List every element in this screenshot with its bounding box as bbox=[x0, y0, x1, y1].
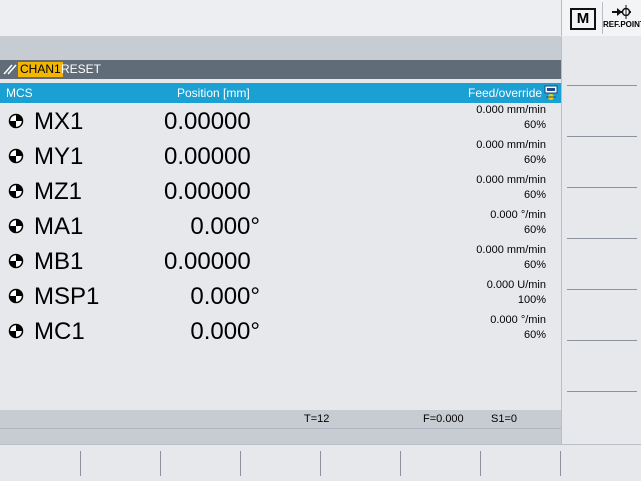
softkey-separator bbox=[240, 451, 241, 476]
axis-position: 0.00000 bbox=[164, 178, 251, 205]
header-strip bbox=[0, 0, 561, 37]
vertical-softkey-7[interactable] bbox=[567, 391, 637, 392]
feed-override-icon bbox=[544, 85, 558, 100]
ref-point-icon bbox=[612, 5, 631, 19]
feed-value: 0.000 mm/min bbox=[476, 104, 546, 116]
axis-row[interactable]: MC1 0.000° 0.000 °/min 60% bbox=[0, 313, 561, 348]
axis-name: MSP1 bbox=[34, 283, 100, 310]
header-icon-area: M REF.POINT bbox=[561, 0, 641, 36]
override-value: 100% bbox=[517, 294, 546, 306]
feed-value: 0.000 °/min bbox=[490, 209, 546, 221]
axis-row[interactable]: MX1 0.00000 0.000 mm/min 60% bbox=[0, 103, 561, 138]
override-value: 60% bbox=[523, 224, 546, 236]
axis-name: MZ1 bbox=[34, 178, 82, 205]
axis-feed: 0.000 °/min 60% bbox=[490, 208, 546, 238]
axis-name: MB1 bbox=[34, 248, 84, 275]
axis-ref-icon bbox=[8, 253, 24, 269]
channel-status: RESET bbox=[61, 62, 102, 76]
machine-m-icon: M bbox=[570, 8, 596, 30]
axis-row[interactable]: MSP1 0.000° 0.000 U/min 100% bbox=[0, 278, 561, 313]
axis-feed: 0.000 °/min 60% bbox=[490, 313, 546, 343]
axis-feed: 0.000 mm/min 60% bbox=[476, 103, 546, 133]
axis-feed: 0.000 mm/min 60% bbox=[476, 173, 546, 203]
vertical-softkey-6[interactable] bbox=[567, 340, 637, 341]
override-value: 60% bbox=[523, 119, 546, 131]
horizontal-softkeys bbox=[0, 444, 641, 481]
status-bar-lower bbox=[0, 428, 561, 445]
tool-status: T=12 bbox=[304, 413, 330, 425]
ref-point-label: REF.POINT bbox=[603, 20, 641, 29]
status-bar: T=12 F=0.000 S1=0 bbox=[0, 410, 561, 428]
vertical-softkeys bbox=[561, 37, 641, 444]
mode-bar bbox=[0, 36, 561, 60]
axis-ref-icon bbox=[8, 148, 24, 164]
axis-row[interactable]: MZ1 0.00000 0.000 mm/min 60% bbox=[0, 173, 561, 208]
vertical-softkey-3[interactable] bbox=[567, 187, 637, 188]
axis-row[interactable]: MA1 0.000° 0.000 °/min 60% bbox=[0, 208, 561, 243]
feed-value: 0.000 mm/min bbox=[476, 139, 546, 151]
softkey-separator bbox=[480, 451, 481, 476]
axis-position: 0.00000 bbox=[164, 143, 251, 170]
spindle-status: S1=0 bbox=[491, 413, 517, 425]
vertical-softkey-5[interactable] bbox=[567, 289, 637, 290]
axis-ref-icon bbox=[8, 183, 24, 199]
axis-position: 0.00000 bbox=[164, 108, 251, 135]
feed-value: 0.000 mm/min bbox=[476, 244, 546, 256]
axis-position: 0.000° bbox=[190, 283, 260, 310]
softkey-separator bbox=[400, 451, 401, 476]
axis-row[interactable]: MB1 0.00000 0.000 mm/min 60% bbox=[0, 243, 561, 278]
machine-mode-button[interactable]: M bbox=[564, 2, 602, 34]
softkey-separator bbox=[320, 451, 321, 476]
feed-value: 0.000 mm/min bbox=[476, 174, 546, 186]
softkey-separator bbox=[80, 451, 81, 476]
axis-name: MX1 bbox=[34, 108, 84, 135]
feed-value: 0.000 °/min bbox=[490, 314, 546, 326]
softkey-separator bbox=[160, 451, 161, 476]
override-value: 60% bbox=[523, 259, 546, 271]
axis-feed: 0.000 mm/min 60% bbox=[476, 138, 546, 168]
axis-name: MY1 bbox=[34, 143, 84, 170]
axis-ref-icon bbox=[8, 288, 24, 304]
col-feed: Feed/override bbox=[468, 86, 543, 100]
axis-ref-icon bbox=[8, 323, 24, 339]
axis-name: MC1 bbox=[34, 318, 85, 345]
axis-name: MA1 bbox=[34, 213, 84, 240]
vertical-softkey-2[interactable] bbox=[567, 136, 637, 137]
axis-position: 0.00000 bbox=[164, 248, 251, 275]
override-value: 60% bbox=[523, 189, 546, 201]
axis-feed: 0.000 U/min 100% bbox=[487, 278, 546, 308]
axis-ref-icon bbox=[8, 113, 24, 129]
col-mcs: MCS bbox=[6, 86, 33, 100]
vertical-softkey-1[interactable] bbox=[567, 85, 637, 86]
axis-position: 0.000° bbox=[190, 213, 260, 240]
channel-status-bar: CHAN1 RESET bbox=[0, 60, 561, 79]
axis-row[interactable]: MY1 0.00000 0.000 mm/min 60% bbox=[0, 138, 561, 173]
channel-name: CHAN1 bbox=[18, 62, 63, 77]
channel-slash-icon bbox=[3, 64, 17, 75]
vertical-softkey-4[interactable] bbox=[567, 238, 637, 239]
col-position: Position [mm] bbox=[177, 86, 250, 100]
axis-ref-icon bbox=[8, 218, 24, 234]
table-header: MCS Position [mm] Feed/override bbox=[0, 83, 561, 103]
override-value: 60% bbox=[523, 154, 546, 166]
feed-status: F=0.000 bbox=[423, 413, 464, 425]
axis-feed: 0.000 mm/min 60% bbox=[476, 243, 546, 273]
softkey-separator bbox=[560, 451, 561, 476]
override-value: 60% bbox=[523, 329, 546, 341]
feed-value: 0.000 U/min bbox=[486, 279, 546, 291]
ref-point-button[interactable]: REF.POINT bbox=[602, 2, 641, 34]
axis-position: 0.000° bbox=[190, 318, 260, 345]
